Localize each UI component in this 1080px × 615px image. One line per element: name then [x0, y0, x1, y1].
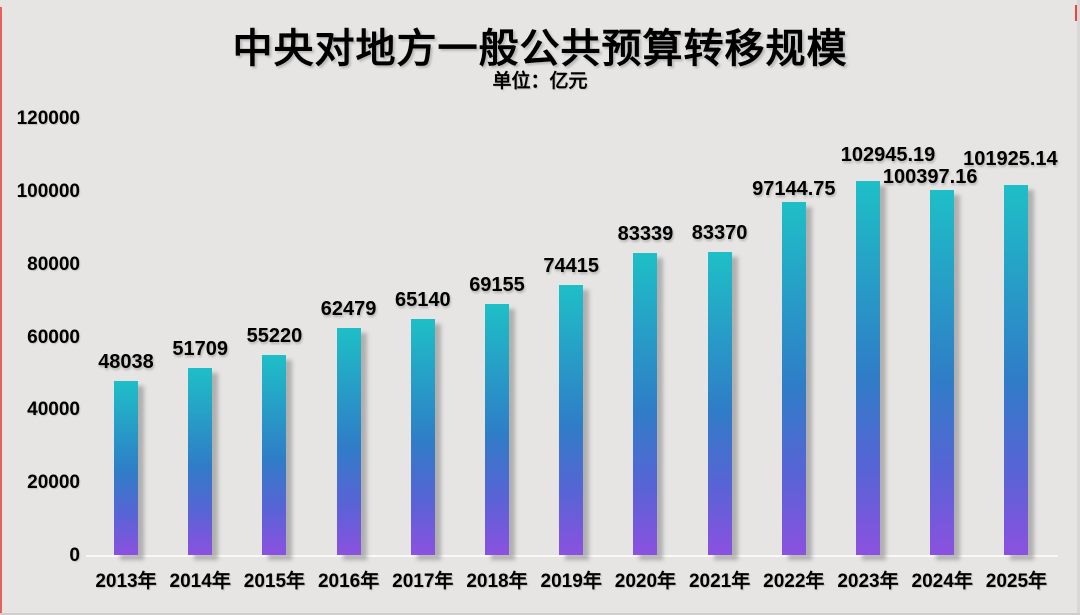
x-axis-label: 2013年 — [95, 571, 157, 592]
y-axis-tick-label: 100000 — [16, 180, 80, 202]
bar-2025年 — [1004, 184, 1029, 555]
x-axis-label: 2021年 — [688, 571, 751, 592]
y-axis-tick-label: 20000 — [27, 472, 80, 494]
x-axis-label: 2017年 — [392, 571, 454, 592]
bar-2023年 — [856, 181, 880, 555]
screen-edge-artifact-left — [0, 7, 2, 615]
bar-2022年 — [781, 202, 806, 555]
bar-value-label: 69155 — [469, 274, 525, 297]
x-axis-label: 2014年 — [169, 571, 231, 592]
bar-2013年 — [114, 381, 138, 555]
bar-2015年 — [262, 354, 287, 555]
y-axis-tick-label: 80000 — [27, 253, 80, 275]
bar-2014年 — [188, 367, 213, 555]
screen-edge-shade-right — [1077, 0, 1080, 615]
bar-value-label: 83370 — [691, 222, 748, 245]
screen-edge-shade-bottom — [0, 613, 1080, 615]
x-axis-line — [86, 555, 1058, 557]
x-axis-label: 2024年 — [911, 571, 973, 592]
x-axis-label: 2020年 — [614, 571, 677, 592]
bar-value-label: 51709 — [172, 337, 228, 360]
bar-value-label: 65140 — [394, 288, 451, 311]
bar-value-label: 100397.16 — [882, 166, 978, 189]
bar-2020年 — [633, 252, 658, 555]
bar-value-label: 83339 — [617, 222, 674, 245]
x-axis-label: 2023年 — [837, 571, 899, 592]
x-axis-label: 2018年 — [466, 571, 528, 592]
y-axis-tick-label: 120000 — [16, 108, 80, 129]
bar-2021年 — [707, 252, 732, 555]
bar-value-label: 101925.14 — [963, 147, 1058, 170]
bar-value-label: 55220 — [246, 324, 303, 347]
bar-2018年 — [485, 304, 509, 555]
x-axis-label: 2019年 — [540, 571, 602, 592]
x-axis-label: 2025年 — [985, 571, 1048, 592]
bar-value-label: 97144.75 — [752, 178, 836, 201]
y-axis-tick-label: 60000 — [27, 326, 80, 348]
y-axis-tick-label: 0 — [69, 545, 80, 566]
bar-value-label: 48038 — [98, 351, 154, 374]
chart-unit-label: 单位：亿元 — [492, 71, 588, 92]
bar-2017年 — [410, 318, 435, 555]
x-axis-label: 2022年 — [763, 571, 825, 592]
bar-2024年 — [930, 190, 955, 555]
chart-title: 中央对地方一般公共预算转移规模 — [232, 27, 848, 71]
bar-value-label: 102945.19 — [840, 144, 936, 167]
bar-value-label: 62479 — [320, 298, 377, 321]
bar-2019年 — [559, 285, 584, 555]
x-axis-label: 2015年 — [243, 571, 306, 592]
screen-edge-artifact-right — [1075, 5, 1077, 21]
bar-2016年 — [336, 328, 361, 555]
x-axis-label: 2016年 — [317, 571, 380, 592]
bar-value-label: 74415 — [543, 255, 599, 277]
y-axis-tick-label: 40000 — [27, 399, 80, 421]
